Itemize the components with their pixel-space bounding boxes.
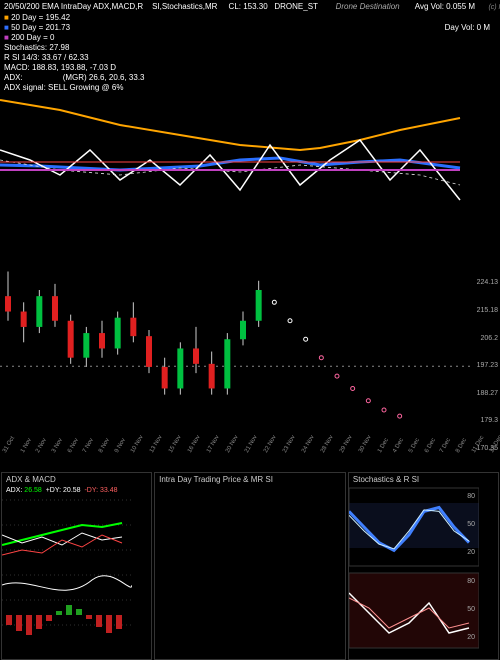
- avg-vol: Avg Vol: 0.055 M: [415, 2, 475, 11]
- date-axis: 31 Oct1 Nov2 Nov3 Nov6 Nov7 Nov8 Nov9 No…: [0, 451, 470, 469]
- ema50-label: 50 Day =: [11, 23, 43, 32]
- indicator-panels: ADX & MACD ADX: 26.58 +DY: 20.58 -DY: 33…: [0, 472, 500, 660]
- intraday-panel-title: Intra Day Trading Price & MR SI: [155, 473, 345, 486]
- rsi-label: R SI 14/3:: [4, 53, 40, 62]
- header-block: 20/50/200 EMA IntraDay ADX,MACD,R SI,Sto…: [0, 0, 500, 90]
- svg-text:50: 50: [467, 521, 475, 528]
- macd-label: MACD:: [4, 63, 30, 72]
- ema20-label: 20 Day =: [11, 13, 43, 22]
- ema200-value: 0: [50, 33, 54, 42]
- symbol: DRONE_ST: [274, 2, 317, 11]
- adx-macd-panel: ADX & MACD ADX: 26.58 +DY: 20.58 -DY: 33…: [1, 472, 152, 660]
- source-credit: (c) MunafaSutra.com: [488, 4, 500, 11]
- svg-text:20: 20: [467, 549, 475, 556]
- stoch-label: Stochastics:: [4, 43, 47, 52]
- header-indicators: 20/50/200 EMA IntraDay ADX,MACD,R: [4, 2, 143, 11]
- ema200-label: 200 Day =: [11, 33, 48, 42]
- day-vol: Day Vol: 0 M: [445, 23, 490, 33]
- ema20-value: 195.42: [46, 13, 70, 22]
- symbol-desc: Drone Destination: [336, 2, 400, 11]
- adx-value: (MGR) 26.6, 20.6, 33.3: [63, 73, 145, 82]
- macd-value: 188.83, 193.88, -7.03 D: [32, 63, 116, 72]
- candlestick-chart: [0, 250, 470, 450]
- stoch-panel-title: Stochastics & R SI: [349, 473, 498, 486]
- ema-overlay-chart: [0, 90, 480, 230]
- close-value: 153.30: [243, 2, 267, 11]
- price-axis: 224.13215.18206.2197.23188.27179.3170.35: [470, 250, 498, 450]
- svg-text:20: 20: [467, 634, 475, 641]
- svg-text:80: 80: [467, 493, 475, 500]
- close-label: CL:: [229, 2, 241, 11]
- svg-text:50: 50: [467, 606, 475, 613]
- stochastics-panel: Stochastics & R SI 80 50 20 80 50 20: [348, 472, 499, 660]
- ema50-value: 201.73: [46, 23, 70, 32]
- stoch-value: 27.98: [49, 43, 69, 52]
- adx-panel-title: ADX & MACD: [2, 473, 151, 486]
- intraday-panel: Intra Day Trading Price & MR SI: [154, 472, 346, 660]
- header-ind2: SI,Stochastics,MR: [152, 2, 217, 11]
- adx-label: ADX:: [4, 73, 23, 82]
- rsi-value: 33.67 / 62.33: [42, 53, 89, 62]
- svg-text:80: 80: [467, 578, 475, 585]
